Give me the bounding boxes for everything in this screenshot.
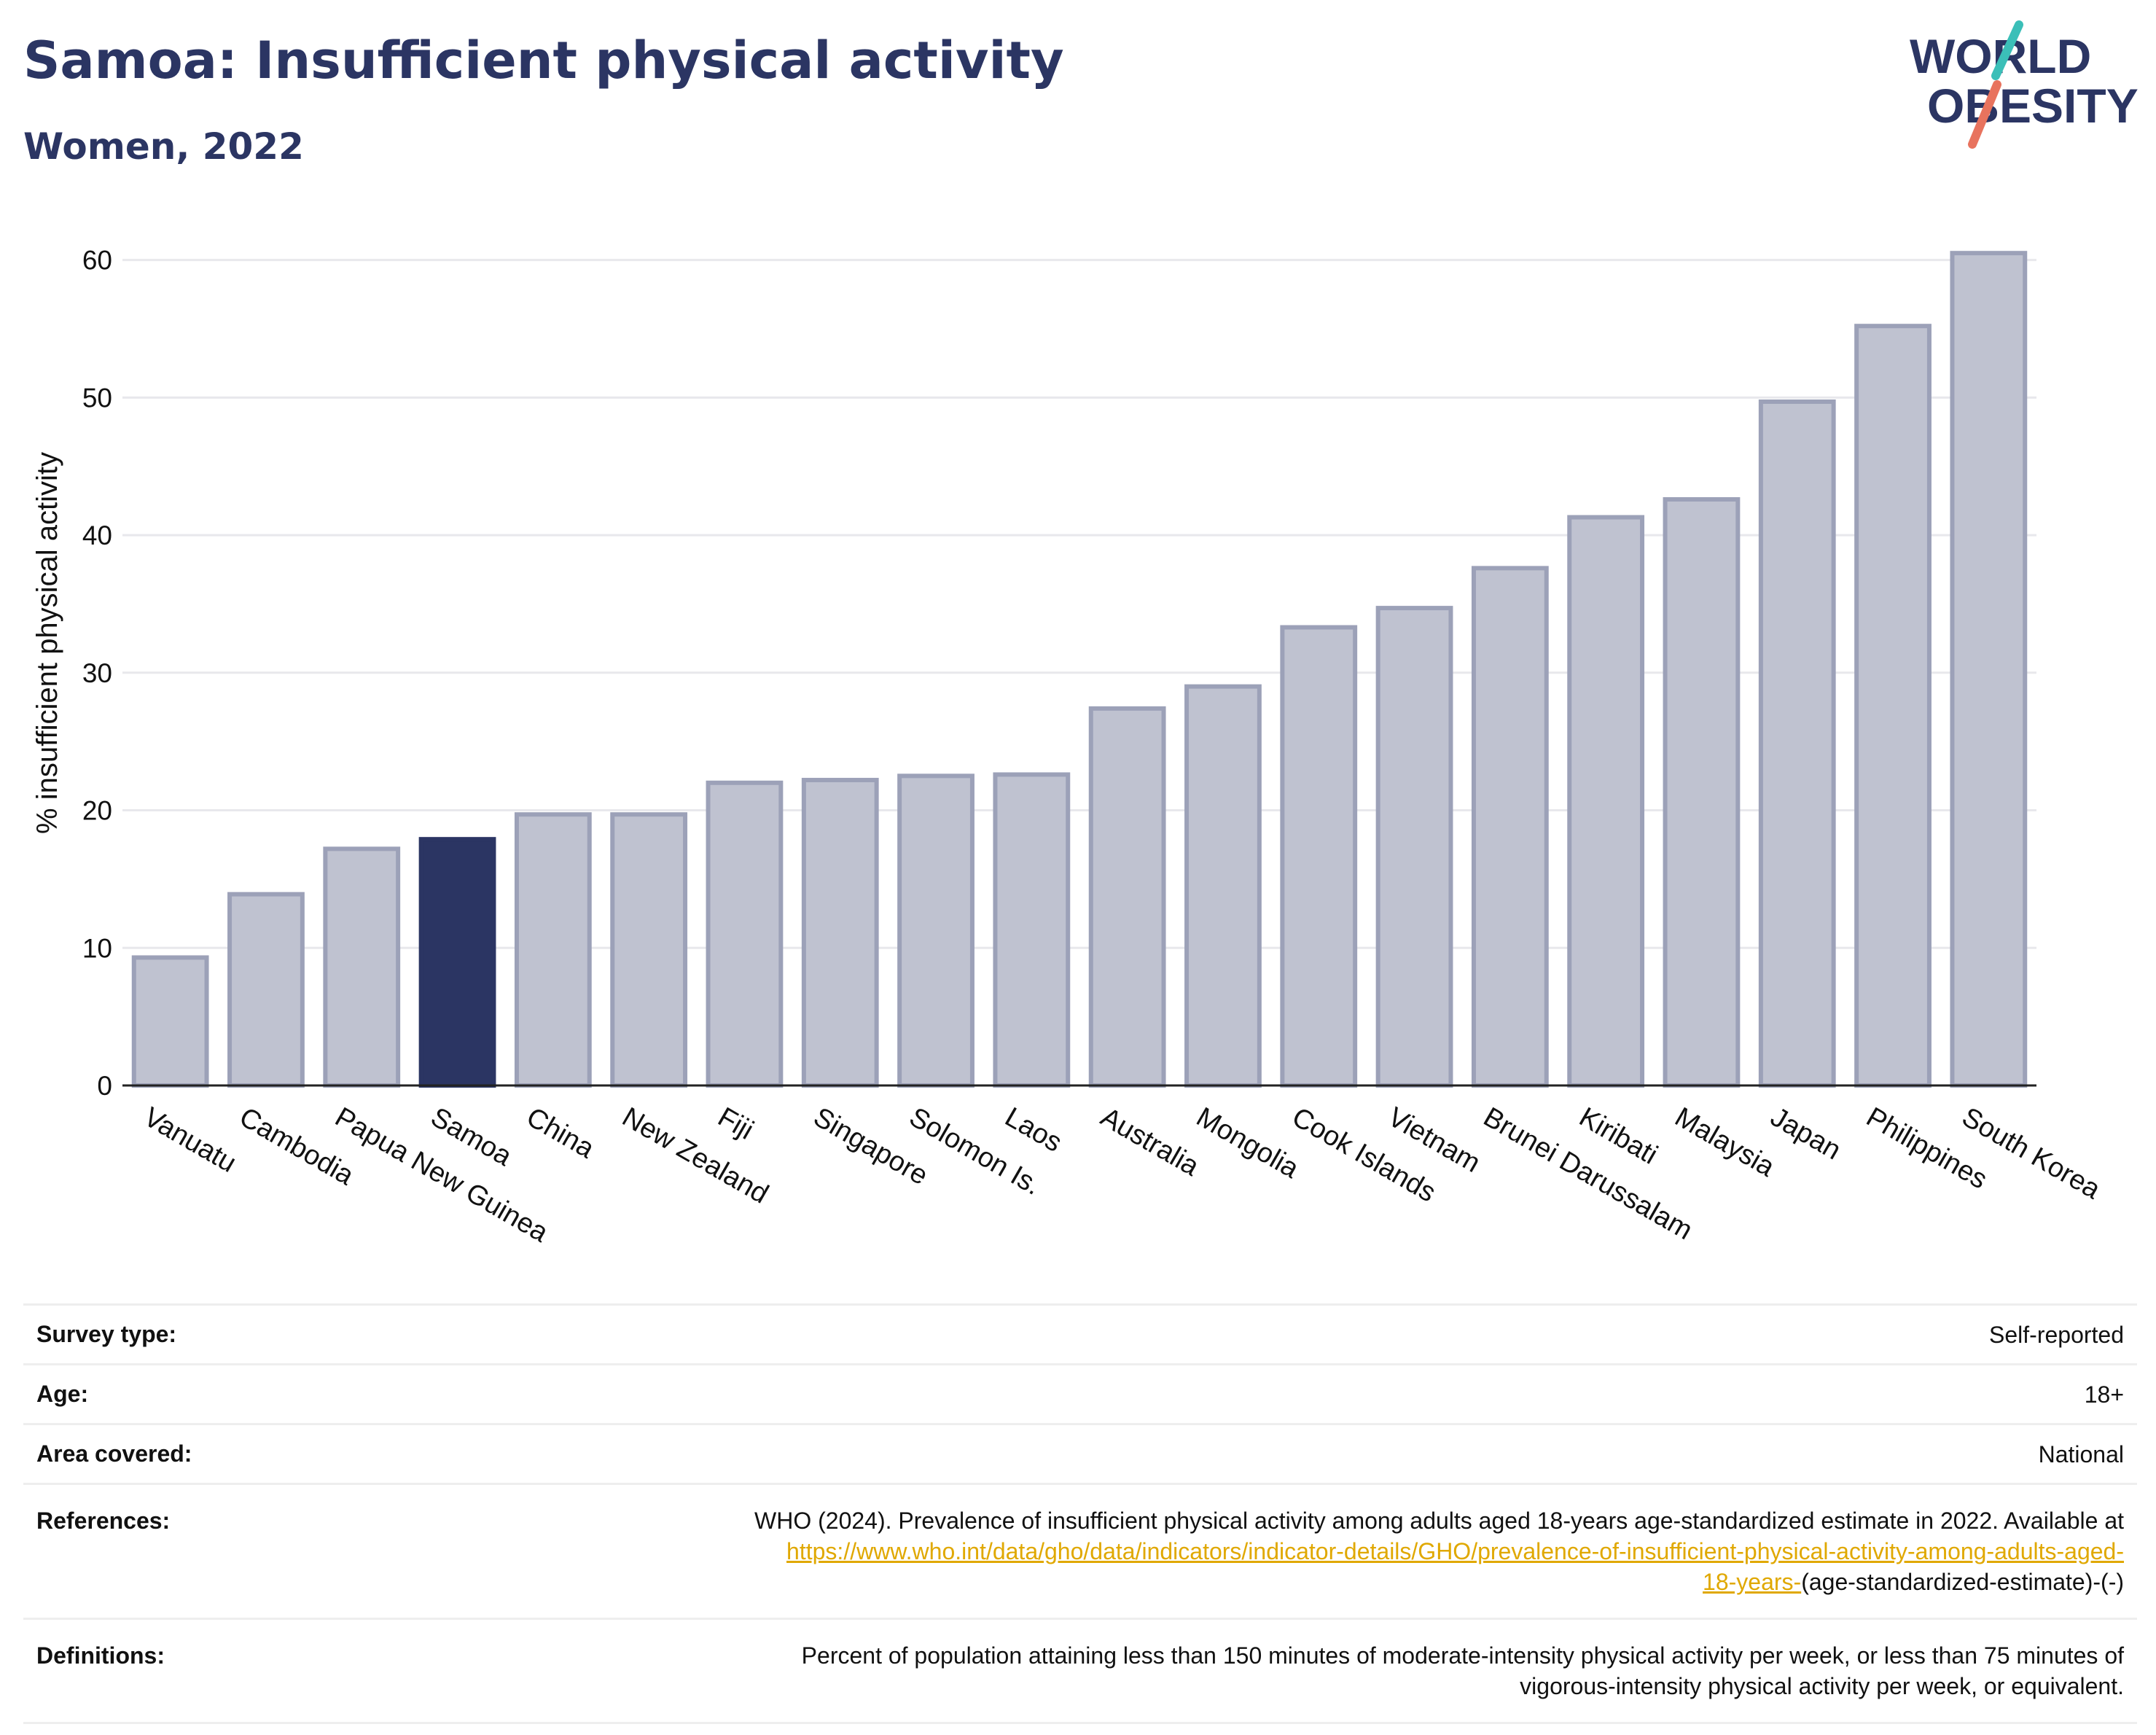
y-tick-label: 50 (82, 383, 112, 413)
logo-line-obesity: OBESITY (1927, 79, 2139, 133)
survey-type-label: Survey type: (36, 1321, 177, 1347)
references-value: WHO (2024). Prevalence of insufficient p… (754, 1505, 2124, 1597)
y-tick-labels: 0 10 20 30 40 50 60 (82, 246, 112, 1101)
bar-papua-new-guinea (323, 846, 401, 1088)
references-label: References: (36, 1508, 171, 1534)
bar-philippines (1854, 324, 1932, 1088)
chart-subtitle: Women, 2022 (23, 125, 304, 168)
metadata-table: Survey type: Self-reported Age: 18+ Area… (23, 1303, 2137, 1724)
y-tick-label: 20 (82, 796, 112, 826)
meta-row-definitions: Definitions: Percent of population attai… (23, 1618, 2137, 1724)
meta-row-survey: Survey type: Self-reported (23, 1303, 2137, 1363)
bar-samoa (418, 837, 496, 1088)
bar-vietnam (1375, 606, 1453, 1088)
survey-type-value: Self-reported (1989, 1321, 2124, 1348)
meta-row-area: Area covered: National (23, 1423, 2137, 1483)
area-covered-label: Area covered: (36, 1440, 192, 1467)
definitions-line-2: vigorous-intensity physical activity per… (1520, 1673, 2124, 1699)
references-link[interactable]: https://www.who.int/data/gho/data/indica… (786, 1538, 2124, 1564)
bar-malaysia (1663, 497, 1741, 1088)
bar-kiribati (1567, 515, 1645, 1088)
chart-title: Samoa: Insufficient physical activity (23, 31, 1064, 90)
x-tick-label: Malaysia (1670, 1102, 1781, 1183)
bar-brunei-darussalam (1471, 566, 1549, 1088)
definitions-value: Percent of population attaining less tha… (802, 1640, 2124, 1701)
logo-slash-coral (1968, 80, 2001, 149)
logo-slash-teal (1991, 20, 2023, 80)
y-axis-label: % insufficient physical activity (31, 452, 63, 834)
grid-lines (122, 259, 2036, 949)
bar-new-zealand (610, 812, 688, 1088)
bar-mongolia (1184, 684, 1262, 1088)
bar-cambodia (227, 892, 305, 1088)
world-obesity-logo: WORLD OBESITY (1910, 20, 2139, 149)
x-tick-label: Vanuatu (138, 1102, 241, 1179)
age-value: 18+ (2084, 1381, 2124, 1408)
meta-row-age: Age: 18+ (23, 1363, 2137, 1423)
bar-vanuatu (131, 955, 209, 1088)
y-tick-label: 0 (97, 1071, 112, 1101)
bar-china (514, 812, 592, 1088)
y-tick-label: 60 (82, 246, 112, 276)
references-link-cont[interactable]: 18-years- (1703, 1569, 1802, 1595)
meta-row-references: References: WHO (2024). Prevalence of in… (23, 1483, 2137, 1618)
bar-australia (1088, 706, 1166, 1088)
age-label: Age: (36, 1381, 89, 1407)
references-text: WHO (2024). Prevalence of insufficient p… (754, 1508, 2124, 1534)
bar-singapore (801, 778, 879, 1088)
x-tick-label: Fiji (713, 1102, 759, 1146)
definitions-label: Definitions: (36, 1642, 165, 1669)
bar-cook-islands (1280, 625, 1358, 1088)
bar-south-korea (1950, 251, 2028, 1088)
bars (131, 251, 2028, 1088)
x-tick-label: Laos (1000, 1102, 1067, 1158)
bar-solomon-is (897, 773, 975, 1088)
y-tick-label: 40 (82, 520, 112, 550)
bar-japan (1758, 399, 1836, 1088)
x-tick-label: Mongolia (1191, 1102, 1304, 1185)
area-covered-value: National (2038, 1440, 2124, 1467)
x-tick-label: China (521, 1102, 600, 1164)
references-tail: (age-standardized-estimate)-(-) (1801, 1569, 2124, 1595)
y-tick-label: 10 (82, 933, 112, 963)
y-tick-label: 30 (82, 658, 112, 688)
x-tick-label: Australia (1095, 1102, 1205, 1182)
bar-fiji (706, 780, 784, 1088)
definitions-line-1: Percent of population attaining less tha… (801, 1642, 2124, 1669)
bar-laos (993, 772, 1071, 1088)
